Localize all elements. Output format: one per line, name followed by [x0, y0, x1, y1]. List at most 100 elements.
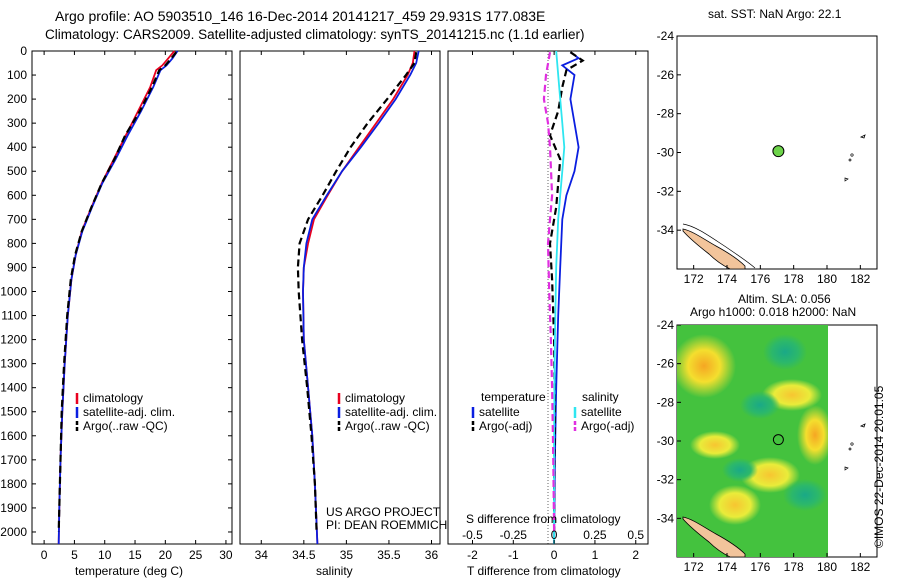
salinity-panel: 34 34.5 35 35.5 36	[239, 50, 441, 562]
difference-legend: temperature salinitysatelliteArgo(-adj)sa…	[471, 390, 634, 433]
x-tick-label: 36	[425, 548, 439, 562]
x-tick-label: 0	[551, 548, 558, 562]
kermadec-island-1	[859, 134, 866, 139]
depth-tick-label: 1000	[0, 284, 27, 298]
legend-label: Argo(-adj)	[479, 419, 532, 433]
depth-tick-label: 1300	[0, 357, 27, 371]
map-y-tick-label: -32	[657, 473, 675, 487]
x-tick-label: 34	[255, 548, 269, 562]
depth-tick-label: 1200	[0, 333, 27, 347]
series-line-argo-raw-qc-	[57, 51, 178, 533]
depth-tick-label: 400	[7, 140, 27, 154]
map-y-tick-label: -32	[657, 184, 675, 198]
kermadec-island-3	[848, 158, 852, 162]
map-x-tick-label: 172	[684, 272, 704, 286]
depth-tick-label: 1600	[0, 429, 27, 443]
legend-label: Argo(-adj)	[581, 419, 634, 433]
legend-label: satellite	[479, 405, 520, 419]
map-x-tick-label: 180	[817, 272, 837, 286]
map-x-tick-label: 174	[717, 272, 737, 286]
sla-map-ticks: 172 174 176 178 180 182 -34 -32 -30 -28 -26 -24	[657, 318, 871, 574]
depth-tick-label: 100	[7, 68, 27, 82]
temperature-x-label: temperature (deg C)	[75, 564, 184, 578]
series-line-temperature-satellite	[553, 51, 581, 545]
s-difference-label: S difference from climatology	[466, 512, 621, 526]
map-x-tick-label: 178	[784, 272, 804, 286]
depth-tick-label: 1500	[0, 405, 27, 419]
temperature-series	[57, 50, 179, 545]
x-tick-label: 25	[189, 548, 203, 562]
difference-x-ticks: -2 -1 0 1 2 -0.5 -0.25 0 0.25 0.5	[462, 51, 644, 562]
sla-island-4	[844, 466, 849, 471]
difference-series	[542, 50, 585, 545]
x-tick-label: 35.5	[377, 548, 401, 562]
x-tick-label: 5	[71, 548, 78, 562]
map-y-tick-label: -24	[657, 318, 675, 332]
nz-landmass	[682, 228, 746, 270]
difference-x-label: T difference from climatology	[467, 564, 621, 578]
x-tick-label: 15	[128, 548, 142, 562]
legend-label: climatology	[345, 391, 405, 405]
s-diff-tick-label: -0.25	[500, 528, 528, 542]
map-x-tick-label: 176	[750, 272, 770, 286]
legend-header-salinity: salinity	[582, 390, 619, 404]
depth-tick-label: 300	[7, 116, 27, 130]
sla-map-title-1: Altim. SLA: 0.056	[738, 292, 831, 306]
argo-position-marker	[772, 145, 785, 158]
x-tick-label: 2	[632, 548, 639, 562]
map-y-tick-label: -30	[657, 146, 675, 160]
map-x-tick-label: 172	[684, 560, 704, 574]
sst-map-title: sat. SST: NaN Argo: 22.1	[708, 7, 842, 21]
map-x-tick-label: 182	[850, 560, 870, 574]
temperature-x-ticks: 0 5 10 15 20 25 30	[41, 51, 233, 562]
map-x-tick-label: 182	[850, 272, 870, 286]
sla-island-2	[850, 442, 854, 446]
x-tick-label: 34.5	[292, 548, 316, 562]
sla-island-1	[859, 423, 866, 428]
depth-tick-label: 600	[7, 188, 27, 202]
map-y-tick-label: -26	[657, 357, 675, 371]
s-diff-tick-label: 0.25	[583, 528, 607, 542]
depth-tick-label: 200	[7, 92, 27, 106]
map-y-tick-label: -26	[657, 68, 675, 82]
legend-label: satellite	[581, 405, 622, 419]
salinity-x-ticks: 34 34.5 35 35.5 36	[255, 51, 439, 562]
sla-map-title-2: Argo h1000: 0.018 h2000: NaN	[690, 305, 857, 319]
sla-heatmap	[677, 325, 828, 557]
map-y-tick-label: -34	[657, 511, 675, 525]
legend-label: Argo(..raw -QC)	[83, 419, 168, 433]
map-x-tick-label: 176	[750, 560, 770, 574]
depth-tick-label: 1800	[0, 477, 27, 491]
map-x-tick-label: 178	[784, 560, 804, 574]
series-line-salinity-satellite	[553, 50, 566, 544]
legend-label: satellite-adj. clim.	[345, 405, 437, 419]
x-tick-label: -2	[467, 548, 478, 562]
depth-tick-label: 1900	[0, 501, 27, 515]
s-diff-tick-label: 0	[551, 528, 558, 542]
legend-label: Argo(..raw -QC)	[345, 419, 430, 433]
legend-label: climatology	[83, 391, 143, 405]
series-line-salinity-argo-adj-	[542, 52, 556, 533]
depth-tick-label: 900	[7, 260, 27, 274]
sla-island-3	[848, 447, 852, 451]
x-tick-label: -1	[508, 548, 519, 562]
depth-tick-label: 0	[20, 44, 27, 58]
depth-tick-label: 1100	[1, 309, 27, 323]
map-y-tick-label: -30	[657, 434, 675, 448]
temperature-panel: 0 5 10 15 20 25 30 010020030040050060070080090…	[0, 44, 648, 562]
x-tick-label: 10	[98, 548, 112, 562]
kermadec-island-2	[850, 153, 854, 157]
x-tick-label: 35	[340, 548, 354, 562]
nz-coast-outline	[682, 223, 756, 269]
depth-tick-label: 700	[7, 212, 27, 226]
difference-panel: -2 -1 0 1 2 -0.5 -0.25 0 0.25 0.5	[447, 50, 649, 562]
s-diff-tick-label: -0.5	[462, 528, 483, 542]
x-tick-label: 30	[219, 548, 233, 562]
map-x-tick-label: 180	[817, 560, 837, 574]
sla-map-panel: 172 174 176 178 180 182 -34 -32 -30 -28 -26 -24	[657, 318, 878, 574]
depth-tick-label: 500	[7, 164, 27, 178]
project-name: US ARGO PROJECT	[326, 505, 441, 519]
sst-map-ticks: 172 174 176 178 180 182 -34 -32 -30 -28 -26 -24	[657, 29, 871, 286]
